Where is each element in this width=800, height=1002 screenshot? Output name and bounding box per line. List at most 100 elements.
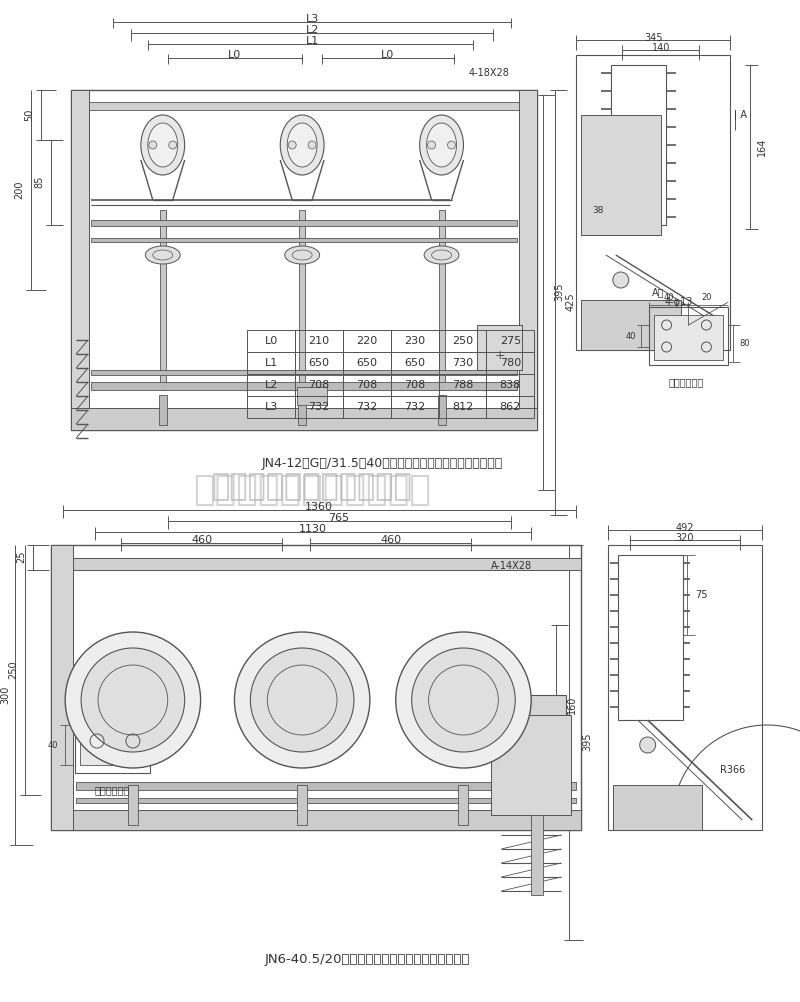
Bar xyxy=(51,545,581,830)
Text: 40: 40 xyxy=(90,715,100,724)
Bar xyxy=(75,715,150,773)
Text: 164: 164 xyxy=(757,138,767,156)
Text: 708: 708 xyxy=(309,380,330,390)
Text: 接线端子尺寸: 接线端子尺寸 xyxy=(669,377,704,387)
Circle shape xyxy=(234,632,370,768)
Text: 275: 275 xyxy=(500,336,521,346)
Ellipse shape xyxy=(287,123,317,167)
Circle shape xyxy=(396,632,531,768)
Circle shape xyxy=(428,141,435,149)
Text: 250: 250 xyxy=(452,336,473,346)
Bar xyxy=(519,90,537,430)
Bar xyxy=(438,210,445,390)
Bar xyxy=(390,352,438,374)
Bar xyxy=(438,330,486,352)
Bar xyxy=(297,387,327,405)
Bar xyxy=(295,396,343,418)
Bar xyxy=(613,785,702,830)
Text: L3: L3 xyxy=(306,14,318,24)
Bar xyxy=(438,396,486,418)
Text: L1: L1 xyxy=(265,358,278,368)
Bar xyxy=(91,238,518,242)
Text: 40: 40 xyxy=(663,293,674,302)
Bar xyxy=(295,374,343,396)
Bar xyxy=(486,374,534,396)
Ellipse shape xyxy=(420,115,463,175)
Circle shape xyxy=(613,272,629,288)
Text: 25: 25 xyxy=(16,551,26,563)
Bar xyxy=(299,210,305,390)
Bar xyxy=(649,307,728,365)
Text: 220: 220 xyxy=(356,336,378,346)
Text: 接线端子尺寸: 接线端子尺寸 xyxy=(94,785,130,795)
Text: 40: 40 xyxy=(626,332,636,341)
Bar xyxy=(486,330,534,352)
Bar xyxy=(611,65,666,225)
Text: 812: 812 xyxy=(452,402,473,412)
Circle shape xyxy=(288,141,296,149)
Bar xyxy=(295,330,343,352)
Circle shape xyxy=(149,141,157,149)
Bar xyxy=(80,720,145,765)
Text: 838: 838 xyxy=(500,380,521,390)
Text: +: + xyxy=(495,349,506,362)
Bar xyxy=(158,395,166,425)
Bar xyxy=(458,785,469,825)
Bar xyxy=(51,810,581,830)
Circle shape xyxy=(308,141,316,149)
Bar xyxy=(51,545,73,830)
Circle shape xyxy=(447,141,455,149)
Text: 395: 395 xyxy=(554,283,564,302)
Bar xyxy=(247,352,295,374)
Ellipse shape xyxy=(280,115,324,175)
Circle shape xyxy=(65,632,201,768)
Bar xyxy=(298,395,306,425)
Text: 732: 732 xyxy=(309,402,330,412)
Text: JN6-40.5/20户内高压接地开关外形及安装尺寸图: JN6-40.5/20户内高压接地开关外形及安装尺寸图 xyxy=(264,954,470,967)
Text: 1130: 1130 xyxy=(299,524,327,534)
Circle shape xyxy=(169,141,177,149)
Bar xyxy=(390,396,438,418)
Bar xyxy=(343,374,390,396)
Text: JN4-12（G）/31.5～40户内高压接地开关外形及安装尺寸图: JN4-12（G）/31.5～40户内高压接地开关外形及安装尺寸图 xyxy=(261,457,502,470)
Text: 650: 650 xyxy=(309,358,330,368)
Text: 732: 732 xyxy=(404,402,426,412)
Bar xyxy=(390,330,438,352)
Text: 708: 708 xyxy=(356,380,378,390)
Text: L1: L1 xyxy=(306,36,318,46)
Text: 20: 20 xyxy=(125,715,135,724)
Text: 788: 788 xyxy=(452,380,473,390)
Text: 425: 425 xyxy=(566,293,576,312)
Text: 460: 460 xyxy=(191,535,212,545)
Text: 780: 780 xyxy=(500,358,521,368)
Text: | A: | A xyxy=(734,110,746,120)
Bar xyxy=(160,210,166,390)
Bar xyxy=(76,782,576,790)
Bar xyxy=(91,382,518,390)
Ellipse shape xyxy=(146,246,180,264)
Text: 765: 765 xyxy=(329,513,350,523)
Text: 730: 730 xyxy=(452,358,473,368)
Text: 80: 80 xyxy=(739,339,750,348)
Text: 492: 492 xyxy=(676,523,694,533)
Text: 210: 210 xyxy=(309,336,330,346)
Text: 300: 300 xyxy=(1,685,10,704)
Bar xyxy=(71,90,89,430)
Text: 4-φ13: 4-φ13 xyxy=(664,297,693,307)
Bar xyxy=(654,315,723,360)
Text: 20: 20 xyxy=(701,293,712,302)
Ellipse shape xyxy=(148,123,178,167)
Text: 395: 395 xyxy=(582,732,592,752)
Text: 230: 230 xyxy=(404,336,426,346)
Text: 320: 320 xyxy=(676,533,694,543)
Text: 200: 200 xyxy=(14,180,24,199)
Bar xyxy=(491,715,571,815)
Ellipse shape xyxy=(141,115,185,175)
Text: 75: 75 xyxy=(695,590,708,600)
Bar xyxy=(486,352,534,374)
Text: 250: 250 xyxy=(9,660,18,679)
Circle shape xyxy=(412,648,515,752)
Bar xyxy=(51,558,581,570)
Bar xyxy=(486,396,534,418)
Bar xyxy=(581,300,681,350)
